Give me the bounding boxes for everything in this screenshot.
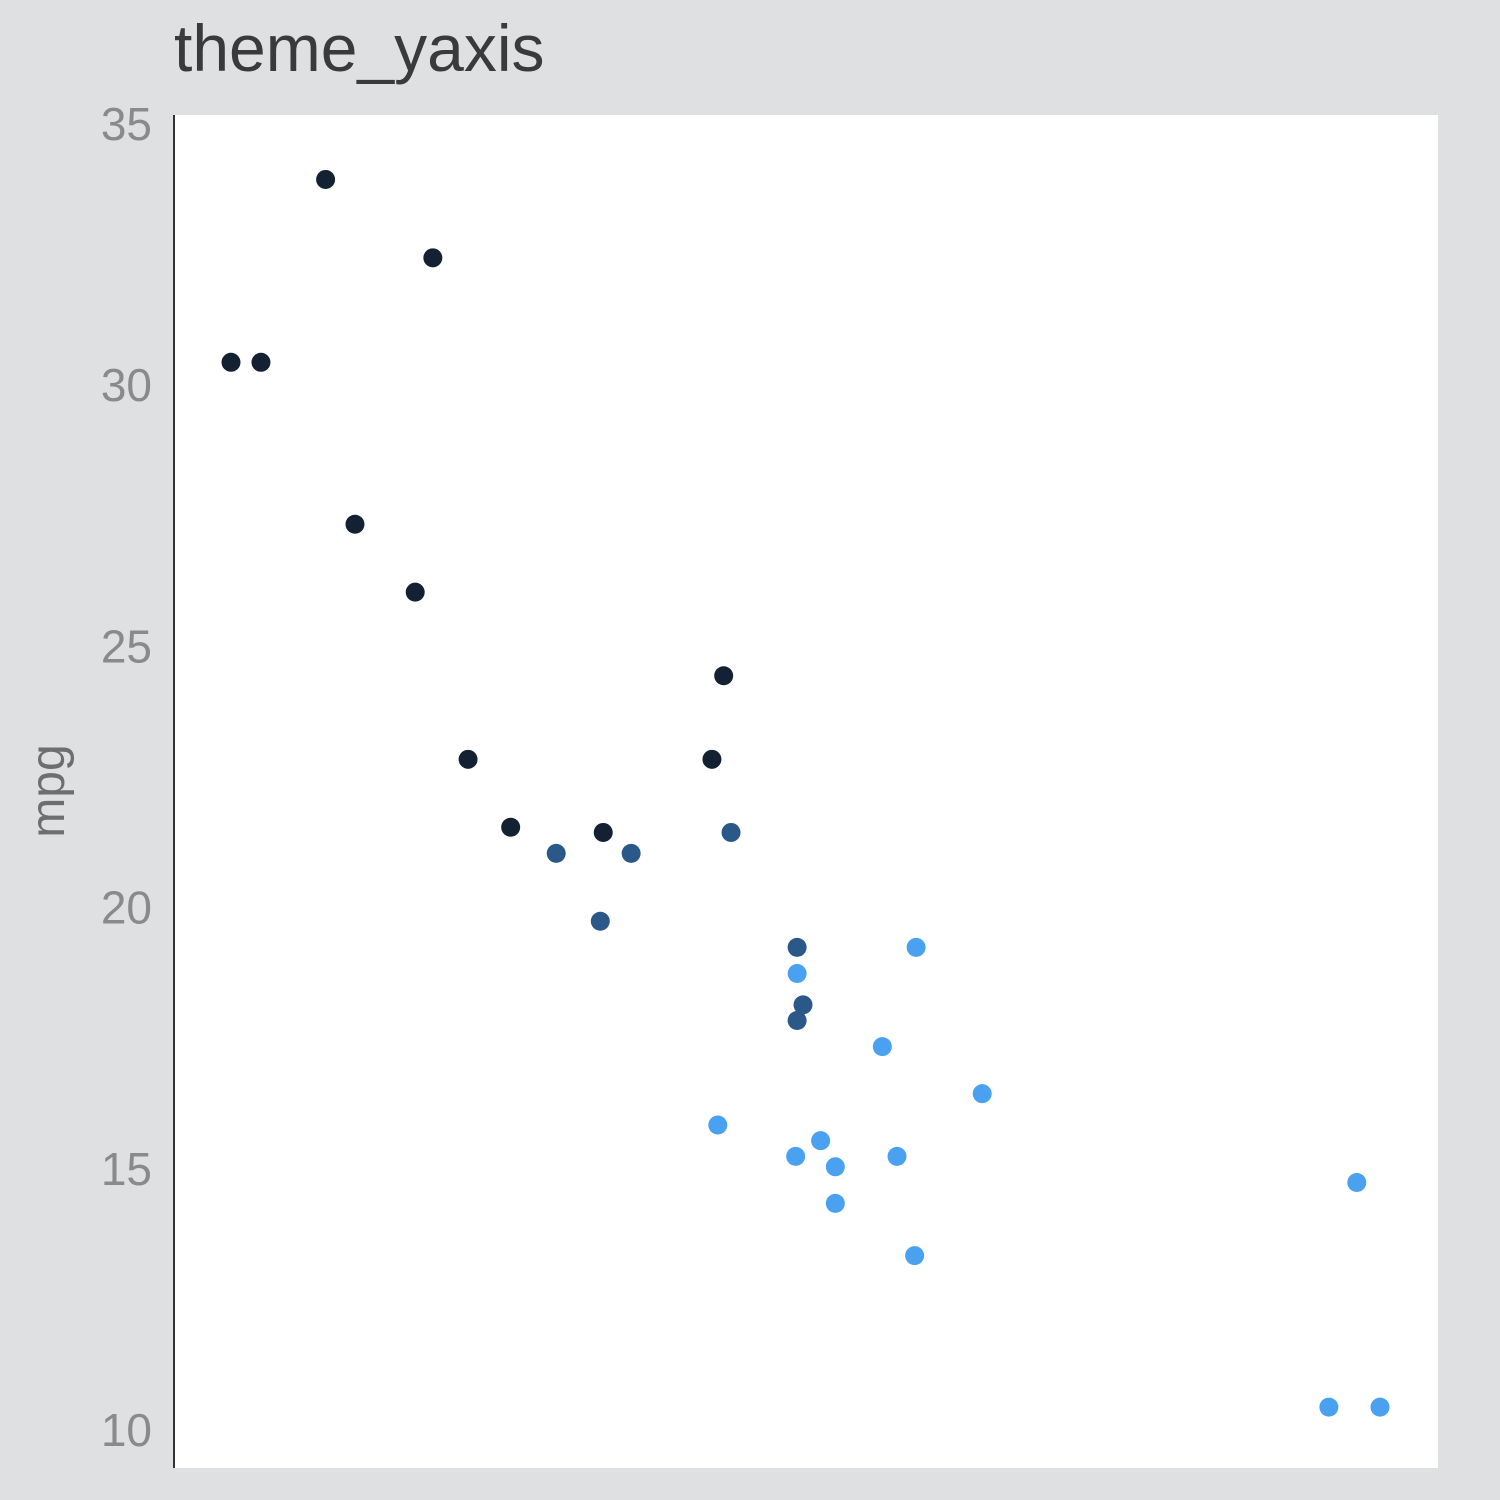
data-point [811, 1131, 831, 1151]
data-point [787, 1011, 807, 1031]
data-point [708, 1115, 728, 1135]
y-tick-label: 30 [101, 359, 152, 411]
data-point [702, 749, 722, 769]
data-point [251, 352, 271, 372]
data-point [316, 169, 336, 189]
data-point [787, 964, 807, 984]
y-axis-label: mpg [22, 744, 75, 837]
data-point [1370, 1397, 1390, 1417]
data-point [793, 995, 813, 1015]
data-points [221, 169, 1390, 1417]
data-point [787, 937, 807, 957]
data-point [872, 1037, 892, 1057]
data-point [972, 1084, 992, 1104]
y-tick-labels: 10 15 20 25 30 35 [101, 98, 152, 1456]
data-point [825, 1193, 845, 1213]
chart-title: theme_yaxis [174, 11, 545, 85]
data-point [405, 582, 425, 602]
data-point [887, 1146, 907, 1166]
y-tick-label: 20 [101, 882, 152, 934]
data-point [621, 843, 641, 863]
data-point [714, 666, 734, 686]
data-point [423, 248, 443, 268]
y-tick-label: 10 [101, 1404, 152, 1456]
data-point [221, 352, 241, 372]
data-point [905, 1246, 925, 1266]
data-point [593, 822, 613, 842]
data-point [590, 911, 610, 931]
data-point [501, 817, 521, 837]
data-point [546, 843, 566, 863]
data-point [1319, 1397, 1339, 1417]
data-point [458, 749, 478, 769]
y-tick-label: 25 [101, 620, 152, 672]
data-point [786, 1146, 806, 1166]
data-point [345, 514, 365, 534]
plot-panel [174, 115, 1438, 1468]
y-tick-label: 35 [101, 98, 152, 150]
data-point [906, 937, 926, 957]
data-point [721, 822, 741, 842]
data-point [1347, 1172, 1367, 1192]
data-point [825, 1157, 845, 1177]
y-tick-label: 15 [101, 1143, 152, 1195]
